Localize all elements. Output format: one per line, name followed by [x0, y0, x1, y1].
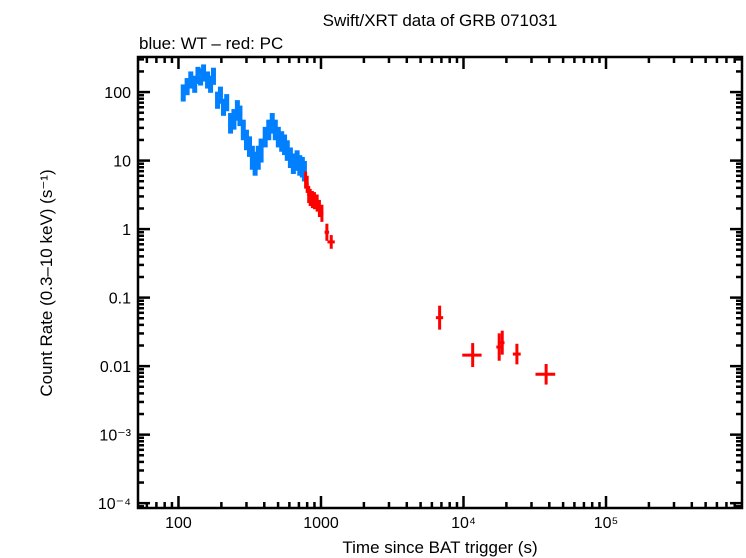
- plot-frame: [136, 55, 744, 510]
- data-point-pc: [305, 175, 309, 193]
- y-tick-label: 0.1: [109, 291, 131, 308]
- x-tick-label: 1000: [303, 515, 339, 532]
- data-point-pc: [320, 204, 324, 222]
- x-tick-label: 100: [165, 515, 192, 532]
- data-point-pc: [324, 223, 330, 241]
- y-tick-label: 1: [122, 222, 131, 239]
- x-tick-label: 10⁵: [594, 515, 618, 532]
- data-point-wt: [290, 153, 296, 174]
- data-point-wt: [258, 138, 264, 163]
- axis-ticks: 100 1000 10⁴ 10⁵ 100 10 1 0.1 0.01 10⁻³ 10⁻⁴: [98, 57, 742, 532]
- data-marks: [180, 64, 556, 385]
- data-point-pc: [535, 364, 556, 385]
- y-tick-label: 10⁻³: [99, 428, 131, 445]
- data-point-pc: [327, 235, 335, 249]
- data-point-pc: [462, 343, 482, 368]
- y-axis-label: Count Rate (0.3–10 keV) (s⁻¹): [37, 169, 56, 396]
- data-point-wt: [224, 94, 230, 112]
- data-point-wt: [217, 86, 223, 104]
- y-tick-label: 10: [113, 154, 131, 171]
- data-point-pc: [512, 343, 521, 365]
- x-tick-label: 10⁴: [451, 515, 476, 532]
- data-point-wt: [210, 67, 216, 85]
- x-axis-label: Time since BAT trigger (s): [342, 538, 537, 557]
- data-point-pc: [435, 305, 444, 330]
- chart-subtitle: blue: WT – red: PC: [139, 34, 283, 53]
- data-point-wt: [192, 75, 198, 93]
- data-point-pc: [499, 330, 505, 355]
- y-tick-label: 0.01: [100, 359, 131, 376]
- chart-title: Swift/XRT data of GRB 071031: [323, 11, 558, 30]
- data-point-wt: [180, 84, 186, 102]
- data-point-wt: [262, 126, 268, 148]
- data-point-pc: [312, 192, 316, 210]
- y-tick-label: 100: [104, 85, 131, 102]
- y-tick-label: 10⁻⁴: [98, 496, 131, 513]
- data-point-wt: [237, 105, 243, 127]
- data-point-wt: [188, 71, 194, 89]
- data-point-wt: [201, 64, 207, 82]
- data-point-wt: [184, 78, 190, 96]
